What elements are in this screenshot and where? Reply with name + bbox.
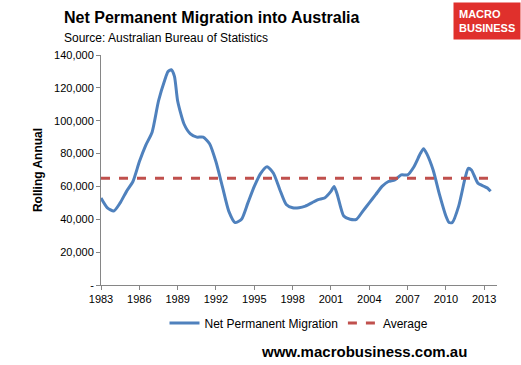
svg-text:120,000: 120,000 — [54, 82, 94, 94]
svg-text:Net Permanent Migration: Net Permanent Migration — [205, 317, 338, 331]
svg-text:2010: 2010 — [434, 293, 458, 305]
svg-text:1989: 1989 — [165, 293, 189, 305]
svg-text:Net Permanent Migration into A: Net Permanent Migration into Australia — [64, 9, 360, 26]
svg-text:1995: 1995 — [242, 293, 266, 305]
svg-text:1992: 1992 — [204, 293, 228, 305]
svg-text:40,000: 40,000 — [60, 213, 94, 225]
svg-text:2013: 2013 — [472, 293, 496, 305]
svg-text:20,000: 20,000 — [60, 246, 94, 258]
svg-text:1998: 1998 — [280, 293, 304, 305]
svg-text:www.macrobusiness.com.au: www.macrobusiness.com.au — [261, 343, 467, 360]
svg-text:1986: 1986 — [127, 293, 151, 305]
svg-text:2004: 2004 — [357, 293, 381, 305]
svg-text:2007: 2007 — [395, 293, 419, 305]
svg-text:60,000: 60,000 — [60, 180, 94, 192]
svg-text:Average: Average — [383, 317, 428, 331]
svg-text:80,000: 80,000 — [60, 147, 94, 159]
svg-text:100,000: 100,000 — [54, 115, 94, 127]
svg-text:-: - — [90, 279, 94, 291]
svg-text:1983: 1983 — [89, 293, 113, 305]
svg-text:Rolling Annual: Rolling Annual — [31, 128, 45, 212]
svg-text:Source: Australian Bureau of S: Source: Australian Bureau of Statistics — [64, 31, 268, 45]
svg-text:MACROBUSINESS: MACROBUSINESS — [459, 8, 515, 34]
svg-text:2001: 2001 — [319, 293, 343, 305]
svg-text:140,000: 140,000 — [54, 49, 94, 61]
